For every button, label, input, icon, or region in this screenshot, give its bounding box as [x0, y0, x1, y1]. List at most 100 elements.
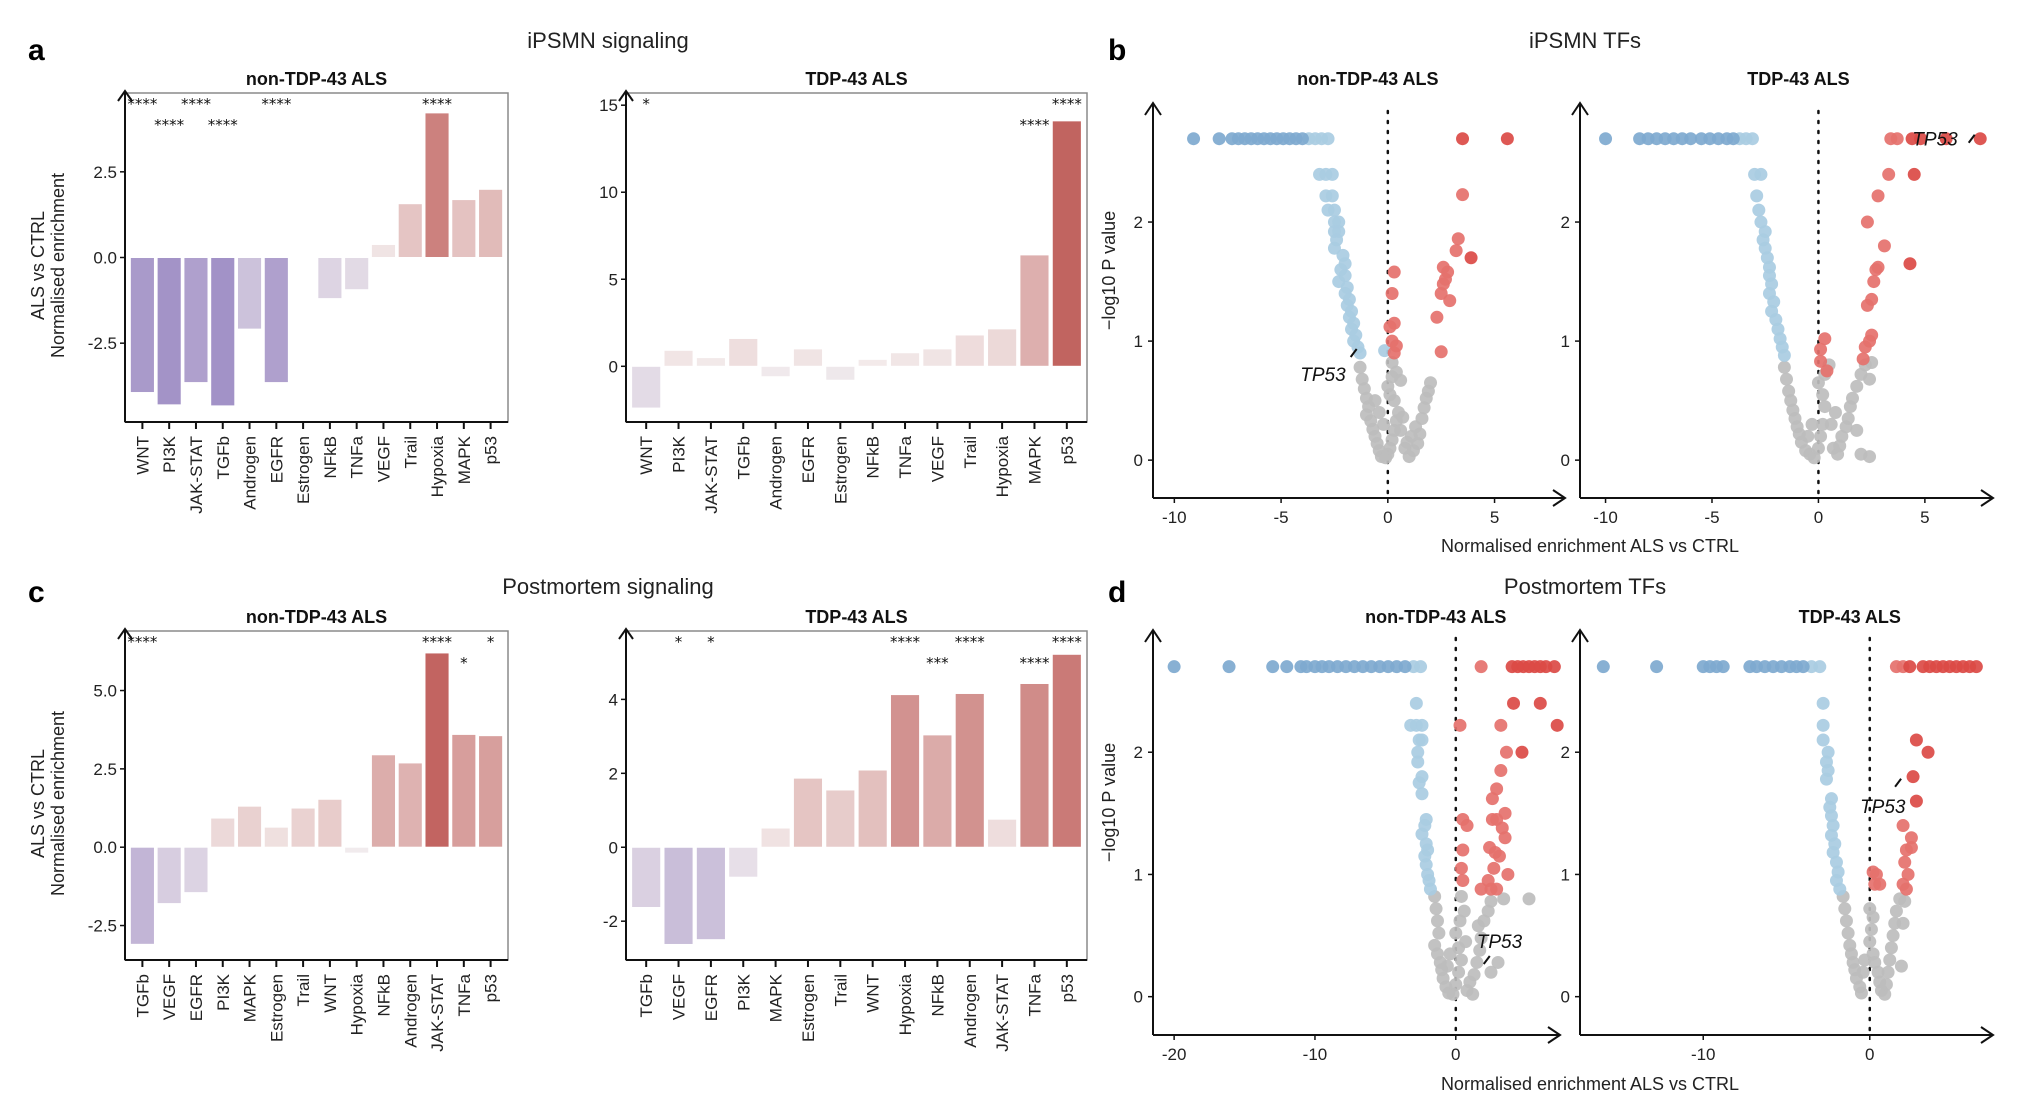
volcano-xlabel-d: Normalised enrichment ALS vs CTRL [1441, 1074, 1739, 1094]
y-tick-label: 4 [609, 690, 618, 709]
tf-point-down [1409, 696, 1423, 710]
tf-point-down-sig [1187, 132, 1201, 146]
bar-pi3k [663, 349, 694, 367]
tf-point-up [1383, 320, 1397, 334]
tf-point-up [1430, 310, 1444, 324]
x-tick-label: PI3K [214, 973, 233, 1011]
x-tick-label: Estrogen [294, 436, 313, 504]
tf-point-up [1460, 819, 1474, 833]
tf-point-down-sig [1716, 660, 1730, 674]
bar-estrogen [825, 365, 856, 381]
significance-marker: **** [154, 116, 185, 134]
tf-point-ns [1396, 410, 1410, 424]
tf-point-ns [1446, 987, 1460, 1001]
facet-title: TDP-43 ALS [805, 607, 907, 627]
tf-point-down [1816, 733, 1830, 747]
x-tick-label: TNFa [348, 435, 367, 478]
significance-marker: **** [127, 633, 158, 651]
y-axis-label-line2: Normalised enrichment [48, 711, 68, 896]
tf-point-ns [1898, 894, 1912, 908]
bar-estrogen [263, 826, 289, 848]
tf-point-ns [1466, 987, 1480, 1001]
plot-frame [124, 630, 509, 961]
gene-label-tp53: TP53 [1860, 797, 1906, 818]
bar-egfr [792, 348, 824, 367]
x-tick-label: EGFR [702, 974, 721, 1021]
bar-trail [397, 203, 423, 259]
y-tick-label: 1 [1134, 332, 1143, 351]
tf-point-ns [1457, 904, 1471, 918]
facet-title: TDP-43 ALS [805, 69, 907, 89]
x-axis-arrow-icon [1980, 489, 1995, 507]
x-tick-label: Trail [831, 974, 850, 1006]
tf-point-ns [1453, 914, 1467, 928]
x-tick-label: JAK-STAT [187, 436, 206, 514]
tf-point-up [1451, 232, 1465, 246]
x-tick-label: Hypoxia [993, 435, 1012, 497]
tf-point-ns [1394, 423, 1408, 437]
facet-title: TDP-43 ALS [1799, 607, 1901, 627]
bar-p53 [1051, 120, 1082, 367]
tf-point-ns [1400, 435, 1414, 449]
x-tick-label: PI3K [734, 973, 753, 1011]
tf-point-down-sig [1796, 660, 1810, 674]
x-tick-label: p53 [482, 436, 501, 464]
x-tick-label: VEGF [374, 436, 393, 482]
significance-marker: **** [1019, 654, 1050, 672]
tf-point-up [1871, 189, 1885, 203]
tf-point-up [1485, 792, 1499, 806]
x-tick-label: PI3K [670, 435, 689, 473]
tf-point-down [1752, 203, 1766, 217]
gene-label-tp53: TP53 [1912, 130, 1958, 151]
panel-letter-a: a [28, 34, 45, 67]
volcano-ipsmn-non-tdp43: non-TDP-43 ALS -10 -5 0 5 0 1 2 −log10 P value TP… [1099, 69, 1567, 527]
tf-point-ns [1440, 959, 1454, 973]
y-tick-label: 2 [1561, 213, 1570, 232]
panel-letter-b: b [1108, 34, 1126, 67]
tf-point-up [1494, 764, 1508, 778]
annotation-leader [1894, 778, 1902, 788]
x-tick-label: p53 [1058, 974, 1077, 1002]
tf-point-up [1494, 718, 1508, 732]
significance-marker: *** [926, 654, 949, 672]
x-tick-label: VEGF [160, 974, 179, 1020]
x-tick-label: NFkB [374, 974, 393, 1017]
tf-point-up [1443, 294, 1457, 308]
bar-wnt [857, 769, 888, 848]
y-axis-arrow-icon [618, 627, 634, 640]
tf-point-ns [1353, 360, 1367, 374]
tf-point-ns [1863, 372, 1877, 386]
tf-point-up-sig [1907, 167, 1921, 181]
tf-point-ns [1470, 955, 1484, 969]
tf-point-ns [1454, 953, 1468, 967]
tf-point-down [1826, 819, 1840, 833]
tf-point-up [1873, 877, 1887, 891]
tf-point-up-sig [1969, 660, 1983, 674]
bar-vegf [370, 243, 397, 258]
x-tick-label: JAK-STAT [702, 436, 721, 514]
tf-point-up-sig [1456, 132, 1470, 146]
bar-androgen [397, 762, 423, 848]
significance-marker: **** [890, 633, 921, 651]
tf-point-down-sig [1266, 660, 1280, 674]
y-tick-label: 2 [1561, 743, 1570, 762]
x-tick-label: -10 [1691, 1045, 1716, 1064]
bar-jak-stat [424, 652, 450, 848]
x-tick-label: -5 [1704, 508, 1719, 527]
tf-point-ns [1424, 376, 1438, 390]
tf-point-down [1353, 346, 1367, 360]
x-tick-label: -5 [1274, 508, 1289, 527]
y-axis-label-line2: Normalised enrichment [48, 173, 68, 358]
tf-point-ns [1854, 986, 1868, 1000]
significance-marker: * [487, 633, 495, 651]
tf-point-ns [1805, 417, 1819, 431]
bar-androgen [236, 257, 263, 330]
tf-point-ns [1824, 417, 1838, 431]
tf-point-ns [1474, 931, 1488, 945]
volcano-ipsmn-tdp43: TDP-43 ALS -10 -5 0 5 0 1 2 TP53 [1561, 69, 1995, 527]
bar-mapk [760, 827, 791, 848]
tf-point-down-sig [1596, 660, 1610, 674]
y-tick-label: 0 [609, 838, 618, 857]
tf-point-up [1499, 745, 1513, 759]
tf-point-ns [1452, 965, 1466, 979]
